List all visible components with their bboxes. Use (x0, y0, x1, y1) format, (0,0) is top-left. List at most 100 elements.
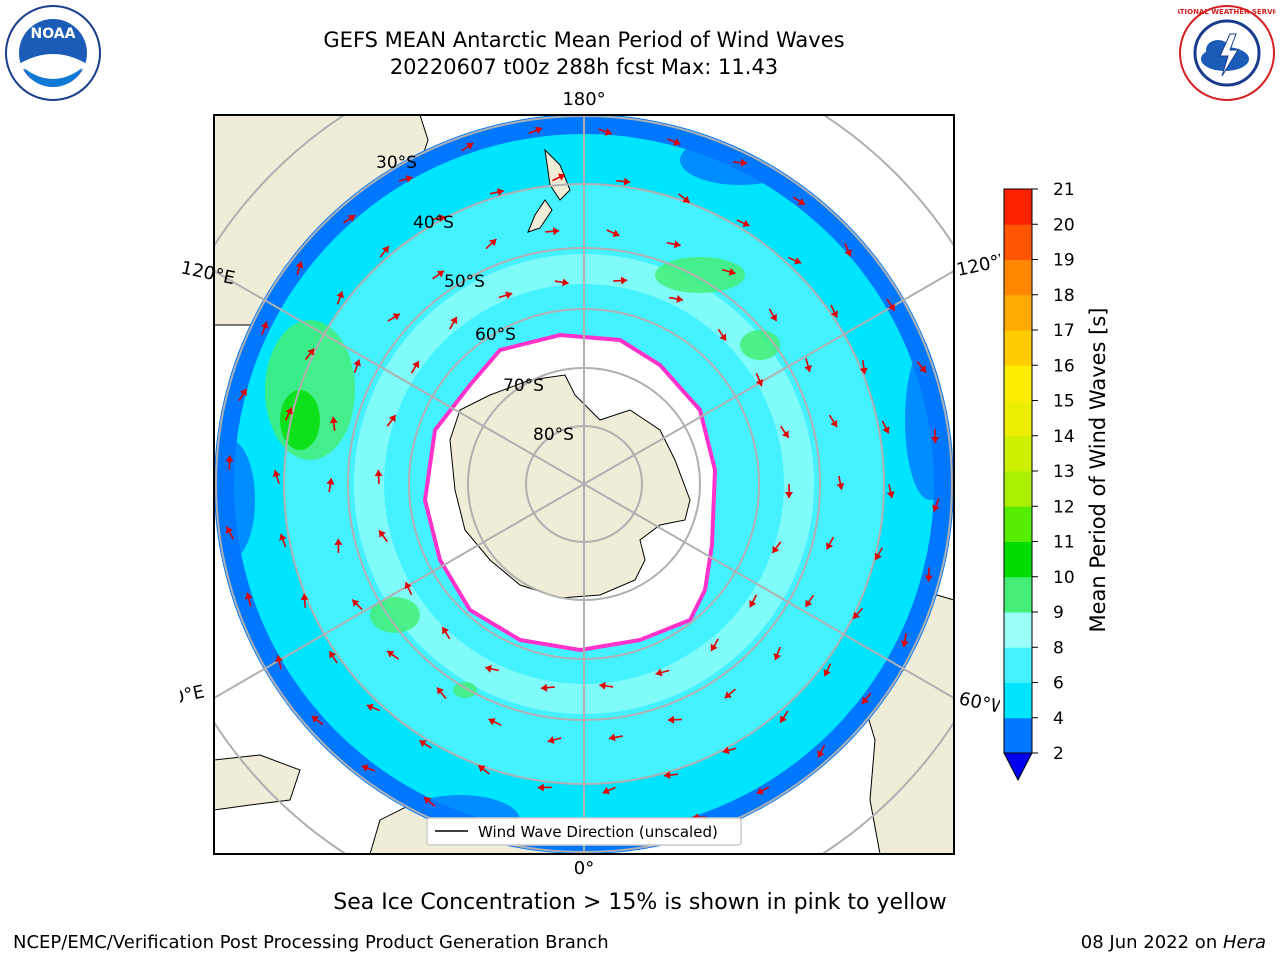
wind-wave-arrowhead (404, 582, 412, 590)
wind-wave-arrowhead (496, 188, 504, 196)
wind-wave-arrowhead (412, 361, 420, 369)
wind-wave-arrowhead (424, 797, 432, 805)
wind-wave-arrowhead (361, 764, 369, 772)
colorbar-tick-label: 2 (1053, 744, 1064, 764)
wind-wave-arrowhead (450, 316, 458, 325)
wind-wave-arrowhead (859, 367, 868, 375)
wind-wave-arrowhead (773, 653, 782, 661)
colorbar-tick-label: 14 (1053, 427, 1075, 447)
wind-wave-arrowhead (742, 219, 750, 228)
wind-wave-arrowhead (466, 142, 474, 150)
wind-wave-arrowhead (353, 359, 361, 367)
wind-wave-arrowhead (334, 538, 343, 545)
colorbar-label: Mean Period of Wind Waves [s] (1086, 308, 1110, 633)
colorbar-segment (1004, 682, 1032, 719)
wind-wave-arrowhead (932, 504, 940, 512)
colorbar-tick-label: 19 (1053, 251, 1075, 271)
wind-wave-arrowhead (853, 611, 861, 619)
wind-wave-arrowhead (240, 388, 247, 397)
lat-label: 60°S (475, 325, 516, 345)
wind-wave-arrowhead (279, 533, 287, 541)
wind-wave-arrowhead (329, 416, 338, 424)
wind-wave-arrowhead (836, 483, 845, 490)
colorbar-extension (1003, 752, 1033, 782)
wind-wave-arrowhead (772, 545, 780, 554)
wind-wave-arrowhead (830, 310, 839, 318)
wind-wave-arrowhead (874, 552, 882, 560)
wind-wave-arrows (225, 126, 940, 845)
wind-wave-arrowhead (388, 414, 396, 423)
colorbar-tick-label: 4 (1053, 709, 1064, 729)
lat-label: 40°S (413, 213, 454, 233)
colorbar-segment (1004, 717, 1032, 754)
wind-wave-arrowhead (826, 542, 834, 550)
wind-wave-arrowhead (285, 407, 293, 415)
wind-wave-arrowhead (436, 270, 445, 278)
wind-wave-arrowhead (329, 651, 337, 659)
wind-wave-arrowhead (862, 696, 869, 705)
wind-wave-arrowhead (602, 786, 610, 795)
wind-wave-arrowhead (437, 687, 444, 695)
wind-wave-arrowhead (336, 291, 344, 299)
nws-logo-text: NATIONAL WEATHER SERVICE (1178, 8, 1276, 16)
wind-wave-arrowhead (673, 240, 681, 249)
colorbar: 2 4 6 8 9 10 11 12 13 14 15 16 17 18 19 20 21 Mean Perio… (1003, 180, 1110, 782)
wind-wave-arrowhead (275, 655, 284, 663)
colorbar-segment (1004, 294, 1032, 331)
colorbar-segment (1004, 224, 1032, 260)
wind-wave-arrowhead (817, 750, 825, 758)
wind-wave-arrowhead (387, 650, 395, 658)
wind-wave-arrowhead (608, 733, 616, 742)
wind-wave-arrowhead (755, 379, 764, 387)
wind-wave-arrowhead (326, 478, 335, 485)
wind-wave-arrowhead (612, 229, 620, 237)
lat-label: 50°S (444, 272, 485, 292)
wind-wave-arrowhead (844, 249, 852, 257)
wind-wave-arrowhead (260, 321, 269, 329)
noaa-logo: NOAA (4, 4, 102, 102)
colorbar-segment (1004, 541, 1032, 578)
colorbar-segment (1004, 471, 1032, 507)
wind-wave-arrowhead (419, 740, 427, 748)
wind-wave-arrowhead (900, 640, 909, 647)
map-frame (213, 114, 955, 855)
wind-wave-arrowhead (540, 683, 548, 692)
colorbar-segment (1004, 189, 1032, 225)
wind-wave-arrowhead (756, 787, 764, 795)
colorbar-segment (1004, 330, 1032, 366)
wind-wave-arrowhead (722, 746, 730, 755)
wind-wave-arrowhead (537, 783, 544, 792)
colorbar-tick-label: 18 (1053, 286, 1075, 306)
lat-label: 70°S (503, 376, 544, 396)
colorbar-tick-label: 21 (1053, 180, 1075, 200)
wind-wave-arrowhead (749, 600, 757, 608)
colorbar-segment (1004, 647, 1032, 683)
wind-wave-arrowhead (794, 257, 802, 265)
wind-wave-arrowhead (604, 128, 612, 136)
wind-wave-arrowhead (780, 715, 787, 723)
wind-wave-arrowhead (547, 736, 555, 744)
caption: Sea Ice Concentration > 15% is shown in … (333, 890, 947, 915)
antarctica (449, 374, 691, 599)
wind-wave-arrowhead (887, 303, 895, 311)
colorbar-segment (1004, 612, 1032, 648)
lon-label-top: 180° (562, 89, 605, 110)
wind-wave-arrowhead (478, 765, 486, 773)
wind-wave-arrowhead (488, 718, 496, 726)
wind-wave-arrowhead (785, 492, 793, 498)
footer-left: NCEP/EMC/Verification Post Processing Pr… (13, 932, 609, 953)
wind-wave-arrowhead (797, 198, 805, 205)
wind-wave-arrowhead (740, 158, 748, 167)
colorbar-tick-label: 9 (1053, 603, 1064, 623)
wind-wave-arrowhead (557, 173, 566, 181)
wind-wave-arrowhead (225, 455, 234, 462)
colorbar-tick-label: 10 (1053, 568, 1075, 588)
colorbar-tick-label: 8 (1053, 638, 1064, 658)
colorbar-tick-label: 13 (1053, 462, 1075, 482)
colorbar-tick-label: 11 (1053, 533, 1075, 553)
wind-wave-arrowhead (655, 668, 663, 677)
colorbar-tick-label: 12 (1053, 497, 1075, 517)
wind-wave-arrowhead (311, 716, 319, 723)
lon-label-lower-left: 60°E (180, 681, 206, 711)
graticule (214, 115, 954, 854)
